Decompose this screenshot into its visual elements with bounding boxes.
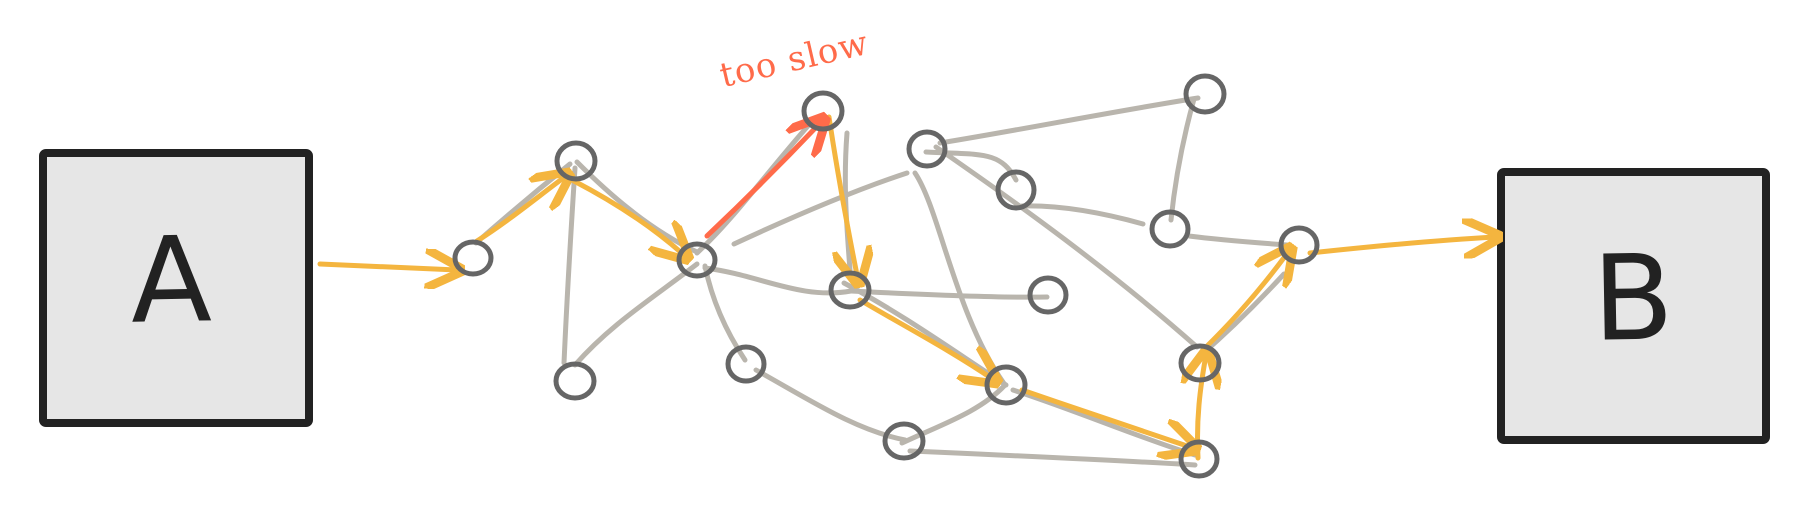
node bbox=[801, 90, 845, 132]
edge bbox=[574, 159, 700, 255]
source-box bbox=[39, 149, 313, 427]
edge bbox=[907, 448, 1198, 468]
target-box-label: B bbox=[1591, 228, 1675, 368]
node bbox=[553, 361, 597, 401]
path-arrow bbox=[1307, 237, 1495, 253]
edge bbox=[842, 130, 853, 273]
edge bbox=[899, 382, 1008, 446]
path-arrow bbox=[1019, 387, 1193, 448]
edge bbox=[702, 265, 854, 296]
target-box bbox=[1497, 168, 1770, 444]
node bbox=[995, 169, 1037, 211]
node bbox=[828, 270, 872, 310]
slow-path-arrow bbox=[704, 121, 822, 239]
node bbox=[1178, 439, 1220, 479]
edge bbox=[1168, 96, 1197, 223]
edge bbox=[848, 288, 1050, 300]
node bbox=[1278, 225, 1320, 265]
edge bbox=[937, 95, 1201, 146]
edge bbox=[561, 165, 578, 366]
node bbox=[1149, 209, 1191, 249]
node bbox=[676, 241, 718, 279]
node bbox=[1178, 343, 1222, 383]
path-arrow bbox=[1201, 251, 1289, 352]
node bbox=[984, 364, 1028, 406]
edge bbox=[1186, 233, 1290, 248]
network-edges bbox=[473, 95, 1290, 468]
edge bbox=[572, 261, 700, 368]
edge bbox=[933, 144, 1200, 350]
node bbox=[554, 140, 598, 182]
node bbox=[906, 129, 948, 169]
path-arrow bbox=[1197, 355, 1206, 461]
path-arrow bbox=[571, 178, 685, 256]
selected-path bbox=[317, 114, 1495, 461]
path-arrow bbox=[317, 264, 457, 270]
edge bbox=[731, 170, 910, 247]
node bbox=[882, 421, 926, 461]
nodes bbox=[452, 73, 1320, 479]
edge bbox=[1019, 203, 1146, 227]
edge bbox=[1010, 387, 1198, 458]
edge bbox=[753, 367, 908, 443]
path-arrow bbox=[857, 297, 994, 380]
path-arrow bbox=[474, 176, 566, 244]
source-box-label: A bbox=[129, 210, 213, 350]
node bbox=[452, 239, 494, 277]
node bbox=[1027, 275, 1069, 315]
node bbox=[1183, 73, 1227, 115]
node bbox=[725, 344, 767, 384]
